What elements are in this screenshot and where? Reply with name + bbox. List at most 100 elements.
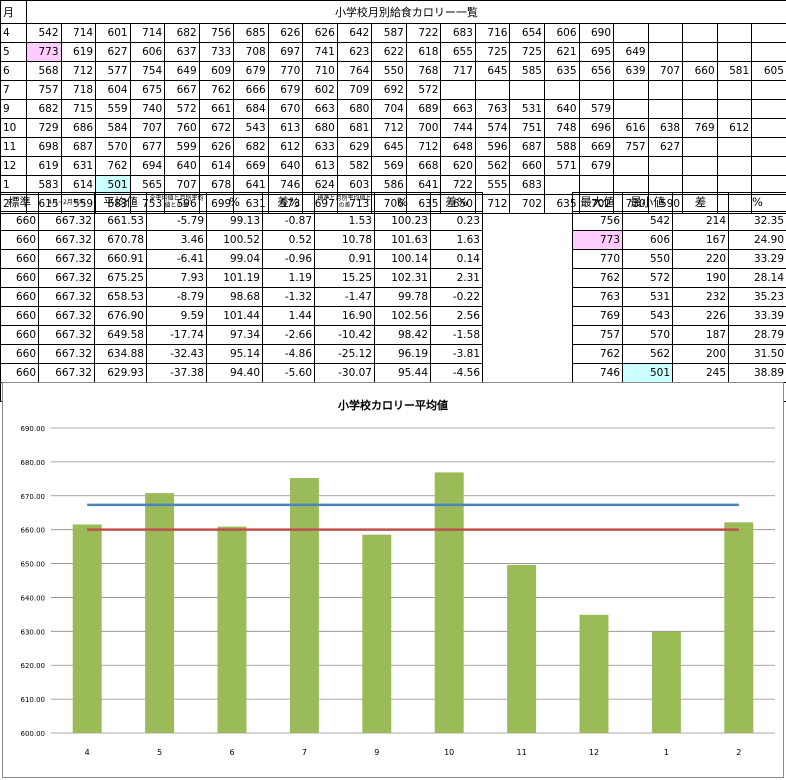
calorie-cell: 648 — [440, 137, 476, 157]
bar — [362, 534, 392, 733]
table-row: 660 667.32 660.91 -6.41 99.04 -0.96 0.91 100.14… — [0, 249, 786, 269]
calorie-cell: 679 — [267, 80, 304, 100]
calorie-cell: 763 — [474, 99, 511, 119]
calorie-cell: 756 — [198, 23, 235, 43]
calorie-cell: 714 — [60, 23, 97, 43]
summary-cell: 15.25 — [314, 268, 375, 288]
x-tick-label: 5 — [157, 748, 162, 757]
calorie-cell: 571 — [543, 156, 580, 176]
summary-cell: -30.07 — [314, 363, 375, 383]
calorie-cell: 740 — [129, 99, 166, 119]
calorie-cell: 577 — [95, 61, 131, 81]
summary-cell: 756 — [572, 211, 623, 231]
calorie-cell — [751, 137, 786, 157]
calorie-cell: 709 — [336, 80, 373, 100]
summary-header: 4月~2月平均 — [38, 192, 95, 212]
y-tick-label: 610.00 — [21, 696, 46, 704]
y-tick-label: 670.00 — [21, 493, 46, 501]
summary-cell: 33.39 — [728, 306, 786, 326]
calorie-cell: 769 — [682, 118, 718, 138]
calorie-cell: 588 — [543, 137, 580, 157]
month-cell: 7 — [0, 80, 27, 100]
summary-cell: 99.13 — [206, 211, 263, 231]
calorie-cell: 733 — [198, 42, 235, 62]
calorie-cell — [613, 23, 649, 43]
summary-header: % — [206, 192, 263, 212]
calorie-cell: 655 — [440, 42, 476, 62]
summary-cell: 95.44 — [374, 363, 431, 383]
summary-cell: 96.19 — [374, 344, 431, 364]
summary-header: 差% — [262, 192, 315, 212]
x-tick-label: 1 — [664, 748, 669, 757]
calorie-cell: 748 — [543, 118, 580, 138]
calorie-cell: 579 — [578, 99, 615, 119]
summary-cell: 1.63 — [430, 230, 483, 250]
calorie-cell: 642 — [336, 23, 373, 43]
x-tick-label: 10 — [444, 748, 454, 757]
calorie-cell — [751, 80, 786, 100]
x-tick-label: 2 — [736, 748, 741, 757]
calorie-cell: 712 — [405, 137, 442, 157]
bar — [217, 526, 247, 733]
summary-cell: 660 — [0, 363, 39, 383]
table-row: 9 682 715 559 740 572 661 684 670 663 680 704 689 663… — [0, 99, 786, 119]
calorie-cell — [613, 99, 649, 119]
summary-cell: 660 — [0, 287, 39, 307]
calorie-cell: 619 — [60, 42, 97, 62]
table-row: 660 667.32 649.58 -17.74 97.34 -2.66 -10.42 98.… — [0, 325, 786, 345]
calorie-cell: 569 — [371, 156, 407, 176]
calorie-cell: 622 — [371, 42, 407, 62]
summary-cell: 763 — [572, 287, 623, 307]
calorie-cell: 729 — [26, 118, 62, 138]
calorie-cell: 627 — [647, 137, 684, 157]
calorie-cell: 682 — [233, 137, 269, 157]
calorie-cell: 687 — [60, 137, 97, 157]
summary-cell: -3.81 — [430, 344, 483, 364]
summary-cell: -2.66 — [262, 325, 315, 345]
summary-cell: 543 — [622, 306, 673, 326]
summary-cell: -5.60 — [262, 363, 315, 383]
summary-cell: 2.56 — [430, 306, 483, 326]
calorie-cell: 669 — [233, 156, 269, 176]
table-row: 660 667.32 629.93 -37.38 94.40 -5.60 -30.07 95.… — [0, 363, 786, 383]
summary-cell: 2.31 — [430, 268, 483, 288]
summary-cell: -25.12 — [314, 344, 375, 364]
calorie-cell: 692 — [371, 80, 407, 100]
summary-cell: 28.14 — [728, 268, 786, 288]
calorie-cell — [647, 156, 684, 176]
calorie-cell: 627 — [95, 42, 131, 62]
summary-cell: 629.93 — [94, 363, 147, 383]
summary-header: 標準と月別平均値との差 — [314, 192, 375, 212]
summary-cell: 98.42 — [374, 325, 431, 345]
x-tick-label: 9 — [374, 748, 379, 757]
calorie-cell: 679 — [578, 156, 615, 176]
calorie-cell — [613, 80, 649, 100]
bar — [434, 472, 464, 733]
y-tick-label: 620.00 — [21, 662, 46, 670]
calorie-cell: 612 — [267, 137, 304, 157]
summary-cell: 746 — [572, 363, 623, 383]
calorie-cell: 574 — [474, 118, 511, 138]
calorie-cell: 633 — [302, 137, 338, 157]
summary-cell: 245 — [672, 363, 729, 383]
summary-cell: -1.47 — [314, 287, 375, 307]
summary-cell: 667.32 — [38, 287, 95, 307]
calorie-cell — [682, 137, 718, 157]
summary-cell: 670.78 — [94, 230, 147, 250]
monthly-calorie-table: 月小学校月別給食カロリー一覧 4 542 714 601 714 682 756 685 626 6… — [0, 0, 786, 214]
month-cell: 5 — [0, 42, 27, 62]
calorie-cell: 568 — [26, 61, 62, 81]
calorie-cell: 704 — [371, 99, 407, 119]
summary-cell: 570 — [622, 325, 673, 345]
summary-cell: 0.14 — [430, 249, 483, 269]
calorie-cell — [751, 118, 786, 138]
calorie-cell: 631 — [60, 156, 97, 176]
summary-cell: 770 — [572, 249, 623, 269]
calorie-cell: 690 — [578, 23, 615, 43]
summary-cell: 1.53 — [314, 211, 375, 231]
summary-cell: 100.14 — [374, 249, 431, 269]
summary-cell: 501 — [622, 363, 673, 383]
calorie-cell: 773 — [26, 42, 62, 62]
summary-cell: 762 — [572, 344, 623, 364]
summary-cell: 562 — [622, 344, 673, 364]
